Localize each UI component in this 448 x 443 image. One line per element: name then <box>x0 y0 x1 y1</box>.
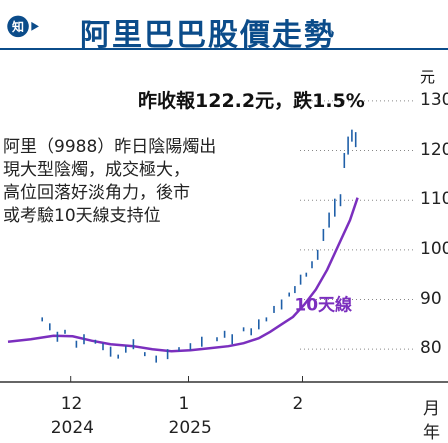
candle-mark <box>132 339 135 350</box>
candle-mark <box>201 336 203 347</box>
candle-mark <box>322 228 325 241</box>
description-line: 或考驗10天線支持位 <box>3 206 161 226</box>
x-tick-year: 2024 <box>50 418 94 438</box>
candle-mark <box>265 317 268 322</box>
candle-mark <box>343 152 346 168</box>
candle-mark <box>75 340 78 348</box>
candle-mark <box>94 339 97 344</box>
x-tick-month: 12 <box>60 394 83 414</box>
candle-mark <box>299 274 302 285</box>
candle-mark <box>102 343 104 351</box>
description-line: 高位回落好淡角力，後市 <box>3 183 190 203</box>
candle-mark <box>216 337 218 342</box>
candle-mark <box>109 346 112 357</box>
title-bar: 知 阿里巴巴股價走勢 <box>6 8 442 53</box>
y-axis-unit: 元 <box>420 68 436 86</box>
ma-10-line <box>7 197 359 353</box>
x-tick-month: 2 <box>292 394 304 414</box>
candle-mark <box>41 317 43 322</box>
candle-mark <box>125 345 127 353</box>
candle-mark <box>305 272 308 277</box>
candle-mark <box>328 212 330 228</box>
candle-mark <box>294 286 296 294</box>
candle-mark <box>280 299 283 310</box>
candle-mark <box>189 343 192 351</box>
y-tick-label: 130 <box>420 89 448 110</box>
candle-mark <box>258 319 260 330</box>
candle-mark <box>242 327 245 332</box>
candle-mark <box>178 347 180 352</box>
x-axis-unit-month: 月 <box>423 399 440 419</box>
title-divider <box>0 48 448 50</box>
candle-mark <box>351 129 353 142</box>
candle-mark <box>64 329 66 334</box>
candle-mark <box>347 136 349 155</box>
ma-annotation-label: 10天線 <box>294 294 352 315</box>
y-tick-label: 120 <box>420 139 448 160</box>
candle-mark <box>339 194 342 207</box>
candle-mark <box>250 328 252 336</box>
candle-mark <box>117 354 119 359</box>
candles-group <box>41 129 357 363</box>
x-tick-month: 1 <box>178 394 190 414</box>
candle-mark <box>273 305 275 313</box>
candle-mark <box>83 334 85 345</box>
chart-gridlines <box>300 100 416 350</box>
x-axis-unit-year: 年 <box>423 423 440 443</box>
chart-description: 阿里（9988）昨日陰陽燭出 現大型陰燭，成交極大， 高位回落好淡角力，後市 或… <box>3 136 303 228</box>
candle-mark <box>316 249 319 260</box>
y-tick-label: 80 <box>420 338 442 359</box>
candle-mark <box>354 132 357 148</box>
y-tick-label: 100 <box>420 238 448 259</box>
price-summary: 昨收報122.2元，跌1.5% <box>138 90 365 112</box>
candle-mark <box>311 261 313 269</box>
x-tick-year: 2025 <box>168 418 212 438</box>
description-line: 阿里（9988）昨日陰陽燭出 <box>3 137 217 157</box>
y-tick-label: 110 <box>420 189 448 210</box>
candle-mark <box>288 292 290 297</box>
chart-title: 阿里巴巴股價走勢 <box>80 18 336 53</box>
description-line: 現大型陰燭，成交極大， <box>3 160 190 180</box>
y-tick-label: 90 <box>420 288 442 309</box>
x-axis <box>0 376 448 383</box>
candle-mark <box>56 331 59 342</box>
candle-mark <box>49 323 51 331</box>
candle-mark <box>231 334 233 345</box>
candle-mark <box>166 349 169 360</box>
logo-glyph: 知 <box>11 19 24 34</box>
candle-mark <box>144 352 146 357</box>
candle-mark <box>223 330 226 338</box>
trend-logo-icon: 知 <box>7 15 39 38</box>
candle-mark <box>334 198 336 217</box>
candle-mark <box>155 355 157 363</box>
